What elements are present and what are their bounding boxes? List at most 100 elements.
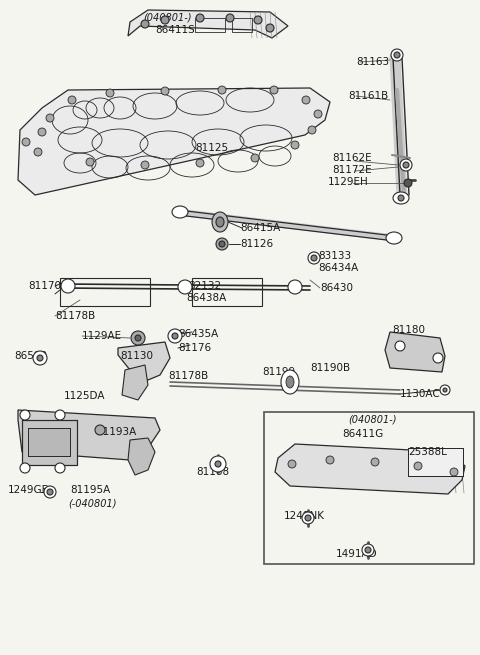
Text: 1129EH: 1129EH — [328, 177, 369, 187]
Circle shape — [46, 114, 54, 122]
Polygon shape — [385, 332, 445, 372]
Circle shape — [106, 89, 114, 97]
Circle shape — [362, 544, 374, 556]
Polygon shape — [275, 444, 465, 494]
Polygon shape — [18, 410, 160, 460]
Text: 1129AE: 1129AE — [82, 331, 122, 341]
Circle shape — [395, 341, 405, 351]
Circle shape — [302, 96, 310, 104]
Circle shape — [251, 154, 259, 162]
Circle shape — [403, 162, 409, 168]
Circle shape — [86, 158, 94, 166]
Text: 25388L: 25388L — [408, 447, 447, 457]
Text: 86411G: 86411G — [342, 429, 383, 439]
Circle shape — [443, 388, 447, 392]
Ellipse shape — [172, 206, 188, 218]
Text: 81125: 81125 — [195, 143, 228, 153]
Circle shape — [288, 280, 302, 294]
Circle shape — [61, 279, 75, 293]
Text: 1249GE: 1249GE — [8, 485, 49, 495]
Text: 86434A: 86434A — [318, 263, 358, 273]
Circle shape — [47, 489, 53, 495]
Ellipse shape — [393, 192, 409, 204]
Text: 81172E: 81172E — [332, 165, 372, 175]
Circle shape — [44, 486, 56, 498]
Text: (040801-): (040801-) — [144, 13, 192, 23]
Ellipse shape — [212, 212, 228, 232]
Circle shape — [141, 161, 149, 169]
Text: 83133: 83133 — [318, 251, 351, 261]
Circle shape — [371, 458, 379, 466]
Circle shape — [172, 333, 178, 339]
Circle shape — [218, 86, 226, 94]
Ellipse shape — [281, 370, 299, 394]
Text: 81130: 81130 — [120, 351, 153, 361]
Circle shape — [20, 410, 30, 420]
Text: 86415A: 86415A — [240, 223, 280, 233]
Ellipse shape — [216, 217, 224, 227]
Text: 81161B: 81161B — [348, 91, 388, 101]
Circle shape — [391, 49, 403, 61]
Text: 1130AC: 1130AC — [400, 389, 441, 399]
Bar — [192, 278, 262, 306]
Bar — [408, 448, 463, 476]
Text: 1125DA: 1125DA — [64, 391, 106, 401]
Circle shape — [20, 463, 30, 473]
Polygon shape — [122, 365, 148, 400]
Circle shape — [433, 353, 443, 363]
Circle shape — [394, 52, 400, 58]
Text: 81163: 81163 — [356, 57, 389, 67]
Circle shape — [314, 110, 322, 118]
Text: (040801-): (040801-) — [348, 415, 396, 425]
Circle shape — [400, 159, 412, 171]
Circle shape — [215, 461, 221, 467]
Circle shape — [266, 24, 274, 32]
Circle shape — [270, 86, 278, 94]
Text: 81188: 81188 — [196, 467, 229, 477]
Text: 81178B: 81178B — [168, 371, 208, 381]
Text: 81195A: 81195A — [70, 485, 110, 495]
Circle shape — [55, 463, 65, 473]
Text: (-040801): (-040801) — [68, 499, 117, 509]
Text: 81126: 81126 — [240, 239, 273, 249]
Circle shape — [216, 238, 228, 250]
Bar — [408, 448, 463, 476]
Text: 81180: 81180 — [392, 325, 425, 335]
Circle shape — [37, 355, 43, 361]
Bar — [22, 420, 77, 465]
Text: 86411S: 86411S — [155, 25, 195, 35]
Polygon shape — [128, 438, 155, 475]
Text: 81190B: 81190B — [310, 363, 350, 373]
Text: 81162E: 81162E — [332, 153, 372, 163]
Circle shape — [291, 141, 299, 149]
Circle shape — [38, 128, 46, 136]
Circle shape — [219, 241, 225, 247]
Text: 81178B: 81178B — [55, 311, 95, 321]
Ellipse shape — [286, 376, 294, 388]
Circle shape — [161, 16, 169, 24]
Polygon shape — [128, 10, 288, 38]
Text: 81176: 81176 — [178, 343, 211, 353]
Circle shape — [131, 331, 145, 345]
Circle shape — [33, 351, 47, 365]
Ellipse shape — [386, 232, 402, 244]
Text: 86435A: 86435A — [178, 329, 218, 339]
Circle shape — [365, 547, 371, 553]
Circle shape — [254, 16, 262, 24]
Bar — [264, 412, 474, 564]
Polygon shape — [18, 88, 330, 195]
Bar — [28, 428, 70, 456]
Circle shape — [95, 425, 105, 435]
Bar — [195, 18, 225, 32]
Text: 86590: 86590 — [14, 351, 47, 361]
Circle shape — [55, 410, 65, 420]
Circle shape — [135, 335, 141, 341]
Circle shape — [398, 195, 404, 201]
Circle shape — [414, 462, 422, 470]
Text: 81199: 81199 — [262, 367, 295, 377]
Bar — [232, 18, 252, 32]
Circle shape — [308, 252, 320, 264]
Bar — [28, 428, 70, 456]
Circle shape — [168, 329, 182, 343]
Circle shape — [305, 515, 311, 521]
